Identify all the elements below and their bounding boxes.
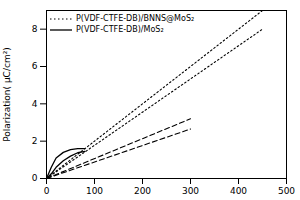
svg-text:Polarization( μC/cm²): Polarization( μC/cm²) — [2, 47, 12, 142]
svg-text:300: 300 — [182, 186, 199, 196]
svg-text:0: 0 — [32, 173, 38, 183]
svg-text:100: 100 — [86, 186, 103, 196]
svg-text:8: 8 — [32, 24, 38, 34]
svg-text:400: 400 — [230, 186, 247, 196]
html-text:P(VDF-CTFE-DB)/MoS₂: P(VDF-CTFE-DB)/MoS₂ — [76, 25, 164, 34]
svg-text:2: 2 — [32, 136, 38, 146]
svg-text:4: 4 — [32, 99, 38, 109]
html-text:P(VDF-CTFE-DB)/BNNS@MoS₂: P(VDF-CTFE-DB)/BNNS@MoS₂ — [76, 14, 195, 23]
svg-text:6: 6 — [32, 61, 38, 71]
svg-text:500: 500 — [278, 186, 295, 196]
svg-text:200: 200 — [134, 186, 151, 196]
svg-text:0: 0 — [44, 186, 50, 196]
